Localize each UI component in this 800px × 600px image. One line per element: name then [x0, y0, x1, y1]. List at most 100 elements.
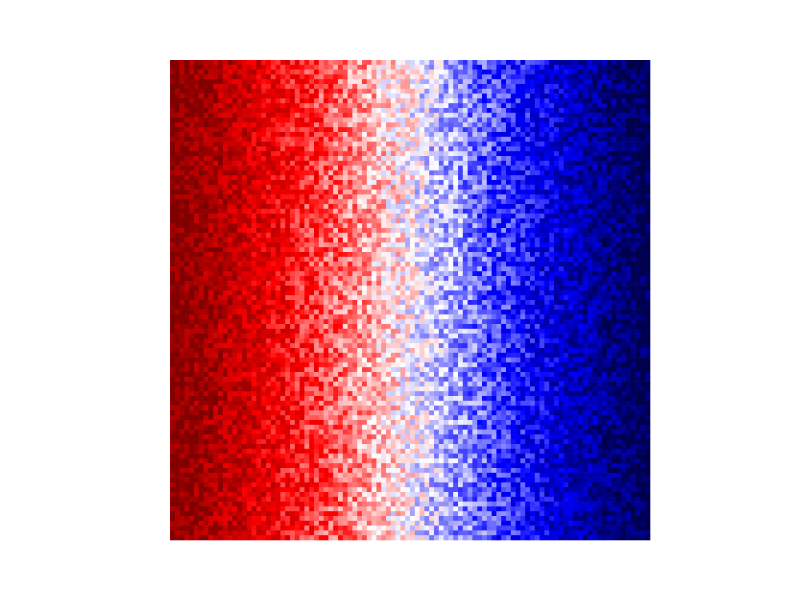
heatmap-cell — [554, 189, 560, 195]
heatmap-cell — [213, 208, 219, 214]
heatmap-cell — [453, 295, 459, 301]
heatmap-cell — [448, 199, 454, 205]
heatmap-cell — [309, 117, 315, 123]
heatmap-cell — [645, 108, 651, 114]
heatmap-cell — [534, 237, 540, 243]
heatmap-cell — [477, 98, 483, 104]
heatmap-cell — [501, 175, 507, 181]
heatmap-cell — [184, 79, 190, 85]
heatmap-cell — [174, 266, 180, 272]
heatmap-cell — [318, 199, 324, 205]
heatmap-cell — [261, 136, 267, 142]
heatmap-cell — [189, 60, 195, 66]
heatmap-cell — [626, 175, 632, 181]
heatmap-cell — [496, 256, 502, 262]
heatmap-cell — [304, 285, 310, 291]
heatmap-cell — [582, 98, 588, 104]
heatmap-cell — [328, 88, 334, 94]
heatmap-cell — [342, 280, 348, 286]
heatmap-cell — [621, 84, 627, 90]
heatmap-cell — [616, 218, 622, 224]
heatmap-cell — [376, 156, 382, 162]
heatmap-cell — [184, 290, 190, 296]
heatmap-cell — [333, 184, 339, 190]
heatmap-cell — [486, 151, 492, 157]
heatmap-cell — [630, 276, 636, 282]
heatmap-cell — [280, 165, 286, 171]
heatmap-cell — [381, 74, 387, 80]
heatmap-cell — [194, 60, 200, 66]
heatmap-cell — [549, 285, 555, 291]
heatmap-cell — [328, 218, 334, 224]
heatmap-cell — [424, 232, 430, 238]
heatmap-cell — [482, 132, 488, 138]
heatmap-cell — [352, 132, 358, 138]
heatmap-cell — [506, 103, 512, 109]
heatmap-cell — [645, 112, 651, 118]
heatmap-cell — [453, 165, 459, 171]
heatmap-cell — [491, 256, 497, 262]
heatmap-cell — [515, 141, 521, 147]
heatmap-cell — [242, 223, 248, 229]
heatmap-cell — [299, 60, 305, 66]
heatmap-cell — [189, 151, 195, 157]
heatmap-cell — [357, 84, 363, 90]
heatmap-cell — [352, 261, 358, 267]
heatmap-cell — [227, 69, 233, 75]
heatmap-cell — [621, 266, 627, 272]
heatmap-cell — [246, 285, 252, 291]
heatmap-cell — [189, 218, 195, 224]
heatmap-cell — [491, 127, 497, 133]
heatmap-cell — [472, 160, 478, 166]
heatmap-cell — [342, 266, 348, 272]
heatmap-cell — [362, 194, 368, 200]
heatmap-cell — [530, 280, 536, 286]
heatmap-cell — [285, 194, 291, 200]
heatmap-cell — [213, 261, 219, 267]
heatmap-cell — [587, 276, 593, 282]
heatmap-cell — [198, 127, 204, 133]
heatmap-cell — [290, 64, 296, 70]
heatmap-cell — [606, 271, 612, 277]
heatmap-cell — [467, 69, 473, 75]
heatmap-cell — [410, 156, 416, 162]
heatmap-cell — [347, 136, 353, 142]
heatmap-cell — [597, 151, 603, 157]
heatmap-cell — [256, 261, 262, 267]
heatmap-cell — [510, 127, 516, 133]
heatmap-cell — [338, 141, 344, 147]
heatmap-cell — [424, 84, 430, 90]
heatmap-cell — [198, 69, 204, 75]
heatmap-cell — [386, 175, 392, 181]
heatmap-cell — [285, 189, 291, 195]
heatmap-cell — [395, 64, 401, 70]
heatmap-cell — [290, 79, 296, 85]
heatmap-cell — [530, 276, 536, 282]
heatmap-cell — [237, 228, 243, 234]
heatmap-cell — [198, 276, 204, 282]
heatmap-cell — [630, 93, 636, 99]
heatmap-cell — [573, 295, 579, 301]
heatmap-cell — [198, 74, 204, 80]
heatmap-cell — [400, 122, 406, 128]
heatmap-cell — [606, 276, 612, 282]
heatmap-cell — [597, 141, 603, 147]
heatmap-cell — [275, 237, 281, 243]
heatmap-cell — [635, 271, 641, 277]
heatmap-cell — [587, 84, 593, 90]
heatmap-cell — [616, 261, 622, 267]
heatmap-cell — [414, 175, 420, 181]
heatmap-cell — [338, 132, 344, 138]
heatmap-cell — [338, 232, 344, 238]
heatmap-cell — [232, 213, 238, 219]
heatmap-cell — [592, 280, 598, 286]
heatmap-cell — [496, 189, 502, 195]
heatmap-cell — [246, 213, 252, 219]
heatmap-cell — [462, 285, 468, 291]
heatmap-cell — [414, 276, 420, 282]
heatmap-cell — [256, 74, 262, 80]
heatmap-cell — [314, 204, 320, 210]
heatmap-cell — [203, 228, 209, 234]
heatmap-cell — [630, 160, 636, 166]
heatmap-cell — [174, 247, 180, 253]
